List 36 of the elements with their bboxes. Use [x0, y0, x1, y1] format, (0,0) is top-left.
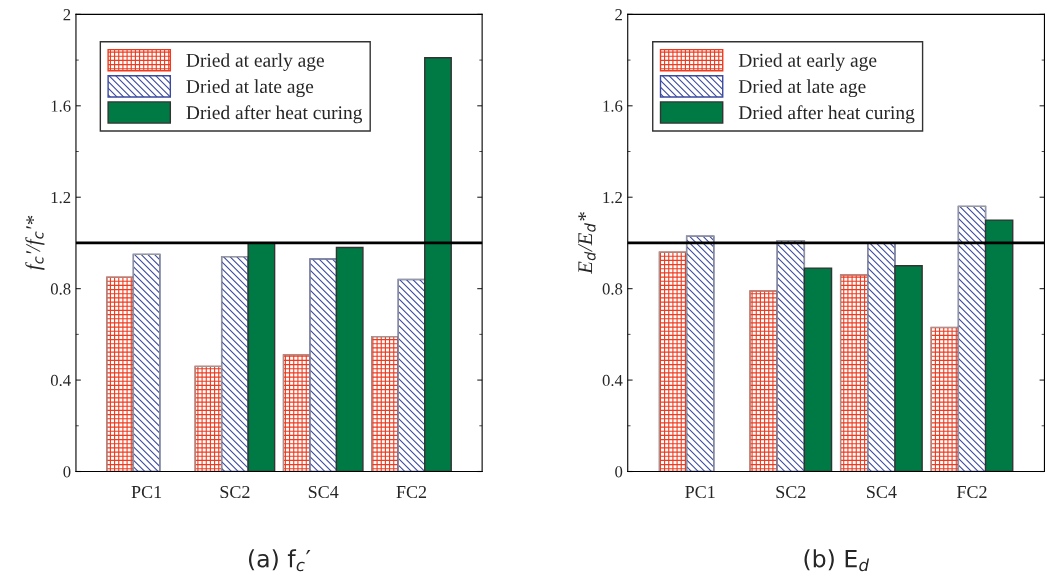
- y-tick-label: 2: [615, 9, 622, 21]
- bar: [894, 265, 923, 472]
- bar: [803, 267, 833, 472]
- y-tick-label: 0.4: [50, 374, 71, 387]
- legend-label: Dried at early age: [186, 53, 324, 71]
- y-tick-label: 1.2: [603, 191, 622, 204]
- bar: [247, 242, 276, 472]
- x-tick-label: SC2: [776, 485, 806, 499]
- text: (a) f$_{c}$′: [248, 549, 311, 572]
- x-tick-label: FC2: [396, 485, 427, 499]
- legend-label: Dried after heat curing: [738, 105, 915, 124]
- y-tick-label: 0.4: [602, 374, 623, 387]
- y-tick-label: 1.6: [603, 100, 623, 112]
- x-tick-label: PC1: [685, 485, 715, 499]
- y-axis-title: f$_{c}$′/f$_{c}$′*: [25, 215, 45, 270]
- x-tick-label: SC2: [220, 485, 250, 499]
- legend-label: Dried at late age: [186, 79, 314, 98]
- bar: [984, 219, 1014, 472]
- y-tick-label: 0: [615, 466, 623, 478]
- legend-label: Dried at late age: [738, 79, 866, 98]
- y-tick-label: 0: [63, 466, 71, 478]
- bar: [335, 246, 364, 472]
- y-tick-label: 0.8: [602, 283, 623, 295]
- x-tick-label: FC2: [956, 485, 987, 499]
- x-tick-label: SC4: [867, 485, 897, 499]
- y-axis-title: E$_{d}$/E$_{d}$*: [578, 212, 596, 275]
- y-tick-label: 0.8: [50, 283, 71, 295]
- text: (b) E$_{d}$: [804, 549, 870, 572]
- legend-label: Dried at early age: [738, 53, 877, 71]
- y-tick-label: 1.2: [51, 191, 71, 204]
- x-tick-label: PC1: [131, 485, 162, 499]
- x-tick-label: SC4: [308, 485, 339, 499]
- y-tick-label: 2: [63, 9, 71, 21]
- y-tick-label: 1.6: [51, 100, 71, 112]
- bar: [424, 57, 452, 472]
- legend-label: Dried after heat curing: [186, 105, 363, 124]
